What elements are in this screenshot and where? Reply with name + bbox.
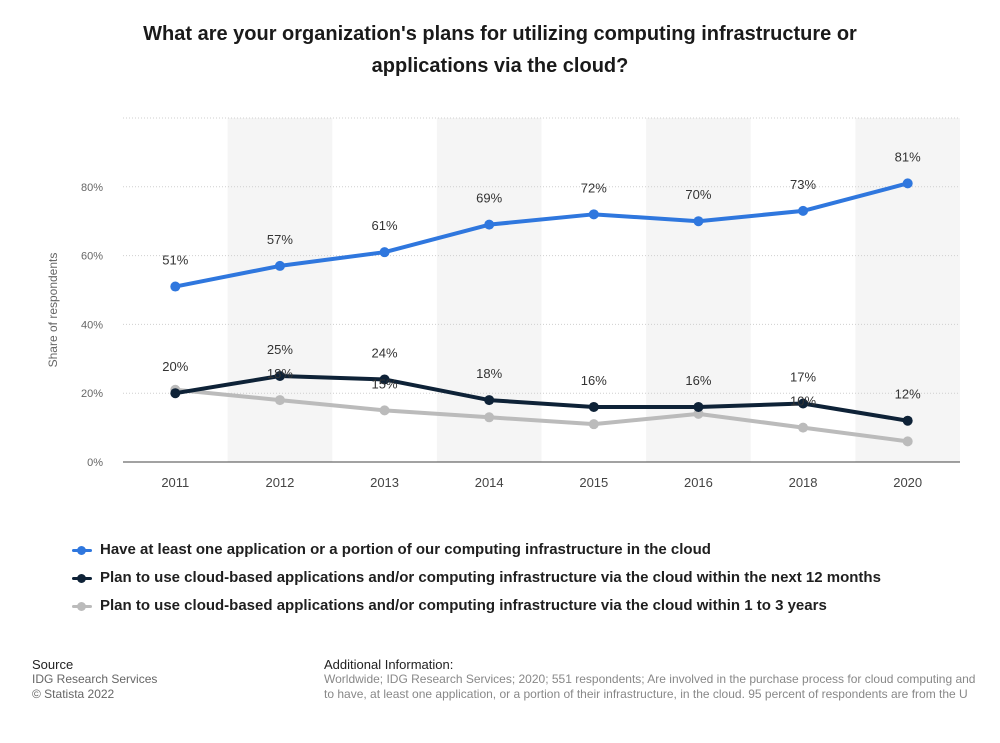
series-2-label-2014: 18% xyxy=(476,366,502,381)
additional-info-line-2: to have, at least one application, or a … xyxy=(324,687,968,701)
copyright[interactable]: © Statista 2022 xyxy=(32,687,115,701)
column-band-2020 xyxy=(855,118,960,462)
series-2-label-2015: 16% xyxy=(581,373,607,388)
series-2-point-2015 xyxy=(588,401,599,412)
additional-info-line-1: Worldwide; IDG Research Services; 2020; … xyxy=(324,672,976,686)
chart-title-line-2: applications via the cloud? xyxy=(371,55,629,77)
additional-info-heading[interactable]: Additional Information: xyxy=(324,657,454,672)
x-tick-label-2012: 2012 xyxy=(265,475,294,490)
y-tick-label-80: 80% xyxy=(81,182,103,194)
chart-title-line-1: What are your organization's plans for u… xyxy=(143,23,857,45)
series-1-label-2016: 70% xyxy=(685,187,711,202)
source-block: Source IDG Research Services © Statista … xyxy=(32,657,157,702)
series-2-point-2012 xyxy=(274,371,285,381)
y-tick-label-20: 20% xyxy=(81,388,103,400)
y-tick-label-40: 40% xyxy=(81,319,103,331)
series-1-line xyxy=(173,181,910,289)
series-3-point-2020 xyxy=(902,436,913,447)
series-1-point-2013 xyxy=(379,247,390,258)
series-1-label-2012: 57% xyxy=(267,232,293,247)
chart-legend: Have at least one application or a porti… xyxy=(72,538,881,622)
x-tick-label-2013: 2013 xyxy=(370,475,399,490)
legend-swatch-series-1 xyxy=(72,546,92,555)
series-3-point-2013 xyxy=(379,405,390,416)
series-1-point-2015 xyxy=(588,209,599,220)
x-tick-label-2011: 2011 xyxy=(161,475,189,490)
series-1-label-2020: 81% xyxy=(895,149,921,164)
series-2-label-2011: 20% xyxy=(162,359,188,374)
series-2-label-2013: 24% xyxy=(372,345,398,360)
series-2-label-2016: 16% xyxy=(685,373,711,388)
series-1-point-2016 xyxy=(693,216,704,227)
legend-label-series-3: Plan to use cloud-based applications and… xyxy=(100,597,827,614)
y-axis-title: Share of respondents xyxy=(46,253,60,368)
series-3-point-2014 xyxy=(484,412,495,423)
x-tick-label-2015: 2015 xyxy=(579,475,608,490)
chart-title: What are your organization's plans for u… xyxy=(80,18,920,82)
source-heading: Source xyxy=(32,657,74,672)
series-3-point-2018 xyxy=(798,422,809,433)
series-1-label-2018: 73% xyxy=(790,177,816,192)
series-1-point-2018 xyxy=(798,205,809,216)
additional-info-block: Additional Information: Worldwide; IDG R… xyxy=(324,657,1000,702)
series-1-label-2013: 61% xyxy=(372,218,398,233)
series-3-label-2013: 15% xyxy=(372,376,398,391)
series-2-point-2016 xyxy=(693,401,704,412)
series-2-line xyxy=(173,374,910,423)
series-1-point-2011 xyxy=(170,281,181,292)
series-3-line xyxy=(173,387,910,444)
x-tick-label-2016: 2016 xyxy=(684,475,713,490)
series-1-label-2011: 51% xyxy=(162,253,188,268)
series-2-point-2013 xyxy=(379,374,390,385)
y-tick-label-60: 60% xyxy=(81,251,103,263)
legend-label-series-1: Have at least one application or a porti… xyxy=(100,541,711,558)
x-tick-label-2018: 2018 xyxy=(789,475,818,490)
legend-swatch-series-3 xyxy=(72,602,92,611)
x-tick-label-2020: 2020 xyxy=(893,475,922,490)
series-3-label-2012: 18% xyxy=(267,366,293,381)
series-2-label-2012: 25% xyxy=(267,342,293,357)
legend-swatch-series-2 xyxy=(72,574,92,583)
series-2-point-2011 xyxy=(170,388,181,399)
series-3-point-2012 xyxy=(274,395,285,406)
series-1-point-2020 xyxy=(902,178,913,189)
series-3-point-2015 xyxy=(588,419,599,430)
series-2-point-2018 xyxy=(798,398,809,409)
series-1-point-2012 xyxy=(274,260,285,271)
legend-item-series-1[interactable]: Have at least one application or a porti… xyxy=(72,538,881,566)
series-2-point-2020 xyxy=(902,415,913,426)
legend-item-series-2[interactable]: Plan to use cloud-based applications and… xyxy=(72,566,881,594)
series-3-label-2018: 10% xyxy=(790,394,816,409)
source-name[interactable]: IDG Research Services xyxy=(32,672,158,686)
series-2-label-2020: 12% xyxy=(895,387,921,402)
column-band-2012 xyxy=(227,118,333,462)
x-tick-label-2014: 2014 xyxy=(475,475,504,490)
legend-label-series-2: Plan to use cloud-based applications and… xyxy=(100,569,881,586)
series-2-point-2014 xyxy=(484,395,495,406)
series-1-label-2014: 69% xyxy=(476,191,502,206)
line-chart: 0% 20% 40% 60% 80% Share of respondents 2011 20… xyxy=(46,117,960,490)
series-1-point-2014 xyxy=(484,219,495,230)
series-2-label-2018: 17% xyxy=(790,370,816,385)
y-tick-label-0: 0% xyxy=(87,457,103,469)
column-band-2014 xyxy=(436,118,542,462)
series-3-point-2016 xyxy=(693,408,704,419)
series-1-label-2015: 72% xyxy=(581,180,607,195)
legend-item-series-3[interactable]: Plan to use cloud-based applications and… xyxy=(72,594,881,622)
